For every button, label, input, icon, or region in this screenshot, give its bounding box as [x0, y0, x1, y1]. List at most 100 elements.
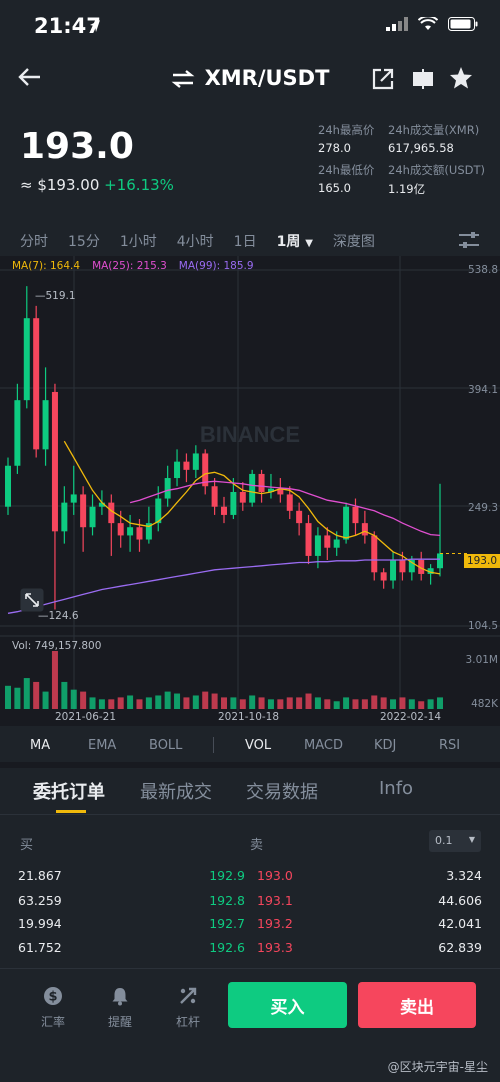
ind-boll[interactable]: BOLL: [149, 737, 183, 753]
volume-bar: [324, 699, 331, 709]
orderbook-row[interactable]: 21.867 192.9 193.0 3.324: [0, 866, 500, 888]
leverage-button[interactable]: 杠杆: [168, 986, 208, 1030]
volume-bar: [380, 697, 387, 709]
tab-depth[interactable]: 深度图: [332, 234, 375, 250]
candle-up: [174, 461, 181, 479]
precision-select[interactable]: 0.1 ▼: [429, 830, 481, 852]
tab-time-share[interactable]: 分时: [20, 234, 48, 250]
status-time: 21:47: [34, 14, 101, 38]
candle-down: [80, 494, 87, 528]
chart-settings-icon[interactable]: [458, 230, 480, 254]
tab-1w[interactable]: 1周 ▼: [277, 231, 313, 251]
kline-svg: BINANCE: [0, 256, 500, 711]
candle-down: [324, 535, 331, 548]
tab-15m[interactable]: 15分: [68, 234, 100, 250]
candle-up: [437, 553, 443, 569]
favorite-star-icon[interactable]: [449, 66, 473, 94]
ask-qty: 44.606: [438, 893, 482, 908]
ind-macd[interactable]: MACD: [304, 737, 343, 753]
ind-rsi[interactable]: RSI: [439, 737, 461, 753]
volume-bar: [258, 697, 265, 709]
volume-bar: [183, 697, 190, 709]
volume-bar: [277, 699, 284, 709]
volume-bar: [343, 697, 350, 709]
svg-text:$: $: [48, 990, 57, 1005]
candle-up: [127, 527, 134, 536]
orderbook-row[interactable]: 63.259 192.8 193.1 44.606: [0, 891, 500, 913]
tab-recent-trades[interactable]: 最新成交: [140, 782, 212, 803]
volume-bar: [70, 689, 77, 709]
candle-down: [51, 391, 58, 532]
buy-button[interactable]: 买入: [228, 982, 347, 1028]
y-tick-3: 249.3: [467, 502, 498, 514]
fullscreen-chart-icon[interactable]: [412, 68, 434, 94]
candle-up: [42, 400, 49, 450]
pair-title[interactable]: XMR/USDT: [0, 66, 500, 93]
volume-label: 24h成交量(XMR): [388, 123, 480, 137]
bid-qty: 19.994: [18, 916, 62, 931]
volume-bar: [314, 697, 321, 709]
ind-vol[interactable]: VOL: [245, 737, 272, 753]
volume-bar: [230, 697, 237, 709]
tab-1h[interactable]: 1小时: [119, 234, 157, 250]
x-tick-1: 2021-06-21: [55, 711, 117, 723]
tab-1d[interactable]: 1日: [233, 234, 257, 250]
volume-bar: [305, 693, 312, 709]
rate-button[interactable]: $ 汇率: [33, 986, 73, 1030]
ind-ma[interactable]: MA: [30, 737, 51, 753]
leverage-label: 杠杆: [175, 1015, 200, 1029]
low-label: 24h最低价: [318, 163, 375, 177]
orderbook-row[interactable]: 61.752 192.6 193.3 62.839: [0, 938, 500, 960]
candle-up: [23, 318, 30, 401]
candle-down: [399, 560, 406, 573]
ma25-label: MA(25): 215.3: [92, 260, 167, 272]
ind-ema[interactable]: EMA: [88, 737, 117, 753]
volume-bar: [418, 701, 425, 709]
volume-bar: [80, 691, 87, 709]
tab-info[interactable]: Info: [379, 778, 414, 799]
vol-tick-min: 482K: [471, 698, 498, 710]
alert-button[interactable]: 提醒: [100, 986, 140, 1030]
candle-down: [211, 486, 218, 507]
sell-column-label: 卖: [250, 838, 264, 853]
volume-bar: [98, 699, 105, 709]
high-marker: —519.1: [35, 290, 76, 302]
low-value: 165.0: [318, 181, 351, 195]
candle-down: [277, 488, 284, 495]
rate-label: 汇率: [40, 1015, 65, 1029]
candle-up: [249, 473, 256, 503]
orderbook-row[interactable]: 19.994 192.7 193.2 42.041: [0, 914, 500, 936]
tab-trading-data[interactable]: 交易数据: [246, 782, 318, 803]
volume-bar: [33, 681, 40, 709]
candle-down: [202, 453, 209, 487]
candle-down: [296, 510, 303, 524]
low-marker: —124.6: [38, 610, 79, 622]
candle-up: [164, 478, 171, 499]
share-icon[interactable]: [372, 68, 394, 94]
expand-chart-icon[interactable]: [20, 588, 44, 616]
change-percent: +16.13%: [104, 176, 174, 194]
candle-up: [314, 535, 321, 556]
percent-icon: [180, 987, 197, 1004]
kline-chart[interactable]: BINANCE: [0, 256, 500, 726]
y-tick-2: 394.1: [467, 384, 498, 396]
ind-kdj[interactable]: KDJ: [374, 737, 397, 753]
tab-4h[interactable]: 4小时: [176, 234, 214, 250]
volume-value: 617,965.58: [388, 141, 454, 155]
candle-up: [14, 400, 21, 466]
candle-down: [286, 494, 293, 511]
buy-column-label: 买: [20, 838, 34, 853]
candle-up: [5, 465, 11, 507]
bid-qty: 21.867: [18, 868, 62, 883]
candle-up: [192, 453, 199, 470]
tab-order-book[interactable]: 委托订单: [33, 782, 105, 803]
bid-qty: 63.259: [18, 893, 62, 908]
y-tick-max: 538.8: [467, 264, 498, 276]
back-arrow-icon[interactable]: [16, 62, 44, 92]
candle-down: [258, 473, 265, 492]
ma25-line: [129, 480, 441, 537]
sell-button[interactable]: 卖出: [358, 982, 476, 1028]
candle-down: [117, 523, 124, 536]
candle-up: [89, 506, 96, 528]
candle-up: [230, 491, 237, 515]
